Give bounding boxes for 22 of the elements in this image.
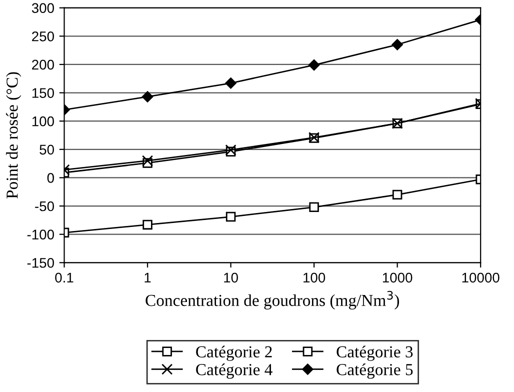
x-tick-label: 100 [304,272,326,283]
y-tick-label: -100 [27,230,54,240]
y-tick-label: 50 [40,144,54,155]
legend-label: Catégorie 5 [336,363,413,379]
x-tick-label: 10000 [462,272,500,283]
legend-label: Catégorie 4 [196,363,272,379]
legend-label: Catégorie 2 [196,346,272,361]
y-axis-title: Point de rosée (°C) [6,72,22,198]
y-tick-label: 0 [47,173,54,183]
y-tick-label: 150 [32,88,54,98]
x-tick-label: 1 [144,272,151,282]
x-tick-label: 1000 [382,272,412,283]
y-tick-label: 100 [32,116,54,126]
y-tick-label: -150 [27,258,54,268]
legend-label: Catégorie 3 [336,346,413,361]
x-axis-title: Concentration de goudrons (mg/Nm$^{3}$) [146,290,400,310]
x-tick-label: 0.1 [55,272,74,283]
y-tick-label: 250 [32,31,54,42]
y-tick-label: 300 [32,3,54,14]
y-tick-label: 200 [32,60,54,70]
x-tick-label: 10 [224,272,238,283]
y-tick-label: -50 [35,201,54,212]
